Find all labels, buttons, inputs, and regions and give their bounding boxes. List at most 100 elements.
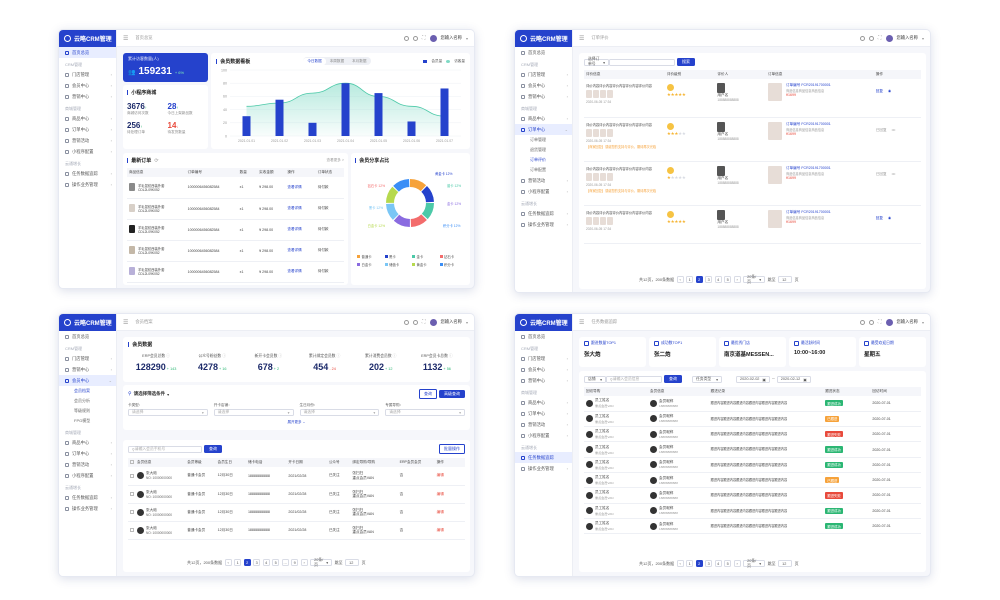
sidebar-item-store[interactable]: 门店管理 › — [515, 69, 572, 80]
page-button[interactable]: 2 — [695, 560, 703, 567]
advanced-query-button[interactable]: 高级查询 — [439, 390, 465, 398]
page-size-select[interactable]: 20条/页 ▾ — [743, 275, 766, 284]
review-image[interactable] — [586, 90, 592, 98]
filter-select[interactable]: 请选择 ▾ — [128, 409, 208, 416]
avatar[interactable] — [885, 34, 893, 42]
review-image[interactable] — [593, 128, 599, 137]
search-button[interactable]: 搜索 — [677, 58, 695, 66]
app-logo[interactable]: 云略CRM管理 — [515, 314, 572, 331]
filter-select[interactable]: 请选择 ▾ — [213, 409, 294, 416]
order-number[interactable]: 订单编号 FCR20191700001 — [785, 83, 831, 87]
goto-page-input[interactable]: 12 — [345, 559, 360, 566]
review-image[interactable] — [586, 128, 592, 137]
settings-icon[interactable] — [412, 35, 418, 41]
date-from-input[interactable]: 2020-02-02 ▣ — [736, 375, 770, 383]
page-size-select[interactable]: 20条/页 ▾ — [743, 559, 766, 568]
view-detail-link[interactable]: 查看详情 — [287, 248, 302, 252]
order-number[interactable]: 订单编号 FCR20191700001 — [785, 121, 831, 126]
expand-more-link[interactable]: 展开更多 — [287, 420, 302, 424]
review-image[interactable] — [593, 90, 599, 98]
sidebar-item-orders[interactable]: 订单中心 › — [59, 448, 116, 459]
member-search-button[interactable]: 查询 — [204, 445, 222, 453]
filter-select[interactable]: 请选择 ▾ — [385, 409, 465, 416]
review-image[interactable] — [593, 172, 599, 181]
select-all-checkbox[interactable] — [130, 460, 134, 465]
prev-page-button[interactable]: ‹ — [676, 276, 684, 283]
sidebar-sub-member-files[interactable]: 会员档案 — [74, 388, 90, 393]
sidebar-item-goods[interactable]: 商品中心 › — [59, 113, 116, 124]
chevron-down-icon[interactable]: ▾ — [921, 319, 924, 325]
review-image[interactable] — [593, 216, 599, 225]
page-button[interactable]: 1 — [686, 276, 694, 283]
sidebar-item-campaign[interactable]: 营销活动 › — [515, 175, 572, 186]
view-detail-link[interactable]: 查看详情 — [287, 184, 302, 189]
sidebar-item-campaign[interactable]: 营销活动 › — [59, 459, 116, 470]
tab-today[interactable]: 今日数据 — [303, 57, 326, 65]
tab-month[interactable]: 本月数据 — [352, 58, 367, 63]
page-button[interactable]: ... — [281, 559, 289, 566]
page-button[interactable]: 1 — [686, 560, 694, 567]
sidebar-item-miniapp[interactable]: 小程序配置 › — [59, 470, 116, 481]
sidebar-item-marketing[interactable]: 营销中心 › — [59, 364, 116, 375]
bell-icon[interactable] — [859, 35, 865, 41]
query-button[interactable]: 查询 — [419, 389, 437, 399]
sidebar-sub-returns[interactable]: 退货管理 — [530, 147, 546, 152]
page-button[interactable]: 9 — [291, 559, 299, 566]
sidebar-item-member[interactable]: 会员中心 › — [515, 364, 572, 375]
goto-page-input[interactable]: 12 — [778, 560, 793, 567]
menu-icon[interactable]: ☰ — [579, 35, 585, 42]
review-image[interactable] — [600, 216, 606, 225]
sidebar-item-marketing[interactable]: 营销中心 › — [59, 91, 116, 102]
page-button[interactable]: 5 — [724, 560, 732, 567]
menu-icon[interactable]: ☰ — [579, 319, 585, 326]
sidebar-item-marketing[interactable]: 营销中心 › — [515, 375, 572, 386]
page-button[interactable]: 3 — [253, 559, 261, 566]
tab-week[interactable]: 本周数据 — [329, 58, 345, 63]
avatar[interactable] — [885, 318, 893, 326]
sidebar-item-goods[interactable]: 商品中心 › — [515, 397, 572, 408]
review-image[interactable] — [607, 172, 613, 181]
sidebar-item-orders[interactable]: 订单中心 › — [515, 408, 572, 419]
sidebar-item-member[interactable]: 会员中心 › — [515, 80, 572, 91]
sidebar-item-task[interactable]: 任务数据追踪 — [515, 452, 572, 463]
sidebar-sub-order-manage[interactable]: 订单管理 — [530, 137, 546, 142]
member-info-input[interactable]: ⚲ 请输入会员信息 — [606, 375, 662, 383]
page-button[interactable]: 3 — [705, 560, 713, 567]
bell-icon[interactable] — [403, 319, 409, 325]
menu-icon[interactable]: ☰ — [123, 35, 129, 42]
page-button[interactable]: 4 — [714, 560, 722, 567]
settings-icon[interactable] — [412, 319, 418, 325]
review-image[interactable] — [600, 90, 606, 98]
bell-icon[interactable] — [859, 319, 865, 325]
edit-link[interactable]: 编辑 — [436, 509, 444, 514]
sidebar-item-store[interactable]: 门店管理 › — [59, 69, 116, 80]
sidebar-item-home[interactable]: 首页总览 — [59, 47, 116, 58]
batch-button[interactable]: 批量操作 — [439, 444, 465, 454]
sidebar-sub-reviews[interactable]: 订单评价 — [530, 157, 546, 162]
sidebar-item-marketing[interactable]: 营销中心 › — [515, 91, 572, 102]
chevron-down-icon[interactable]: ▾ — [465, 35, 468, 41]
page-button[interactable]: 1 — [234, 559, 242, 566]
page-button[interactable]: 4 — [262, 559, 270, 566]
eye-icon[interactable]: ◉ — [887, 89, 892, 93]
page-button[interactable]: 2 — [243, 559, 251, 566]
view-detail-link[interactable]: 查看详情 — [287, 206, 302, 210]
date-to-input[interactable]: 2020-02-12 ▣ — [776, 375, 811, 383]
next-page-button[interactable]: › — [300, 559, 308, 566]
refresh-icon[interactable]: ⟳ — [154, 157, 159, 164]
fullscreen-icon[interactable]: ⛶ — [421, 35, 426, 41]
fullscreen-icon[interactable]: ⛶ — [877, 35, 882, 41]
more-icon[interactable]: ••• — [891, 171, 896, 176]
sidebar-item-ops[interactable]: 操作业务管理 › — [515, 219, 572, 230]
sidebar-item-miniapp[interactable]: 小程序配置 › — [515, 430, 572, 441]
order-search-input[interactable] — [609, 58, 675, 66]
next-page-button[interactable]: › — [733, 560, 741, 567]
sidebar-sub-member-analysis[interactable]: 会员分析 — [74, 398, 90, 403]
sidebar-sub-order-config[interactable]: 订单配置 — [530, 167, 546, 172]
settings-icon[interactable] — [868, 35, 874, 41]
more-icon[interactable]: ••• — [891, 127, 896, 132]
sidebar-item-home[interactable]: 首页总览 — [515, 331, 572, 342]
order-number[interactable]: 订单编号 FCR20191700001 — [785, 165, 831, 170]
sidebar-item-task[interactable]: 任务数据追踪 › — [59, 168, 116, 179]
sidebar-item-goods[interactable]: 商品中心 › — [515, 113, 572, 124]
